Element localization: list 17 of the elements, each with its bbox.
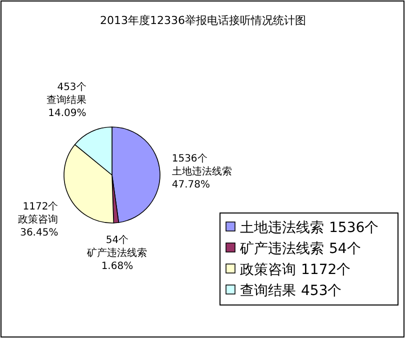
legend-label: 查询结果 [240, 283, 296, 299]
data-label: 453个 [57, 80, 86, 93]
text: 47.78% [172, 179, 210, 190]
text: 14.09% [48, 108, 86, 119]
slice-label: 查询结果 [46, 94, 86, 106]
text: 36.45% [20, 228, 58, 239]
legend-label: 土地违法线索 [240, 220, 324, 236]
slice-label: 政策咨询 [18, 214, 58, 226]
data-label: 1172个 [22, 200, 58, 213]
legend-label: 矿产违法线索 [239, 241, 324, 257]
data-label: 1536个 [172, 152, 208, 164]
text: 1.68% [101, 260, 134, 272]
slice-label: 土地违法线索 [172, 165, 232, 178]
legend-label: 政策咨询 [240, 262, 296, 278]
slice-label: 矿产违法线索 [86, 246, 148, 259]
chart-title: 2013年度12336举报电话接听情况统计图 [100, 14, 306, 27]
data-label: 54个 [106, 234, 129, 246]
